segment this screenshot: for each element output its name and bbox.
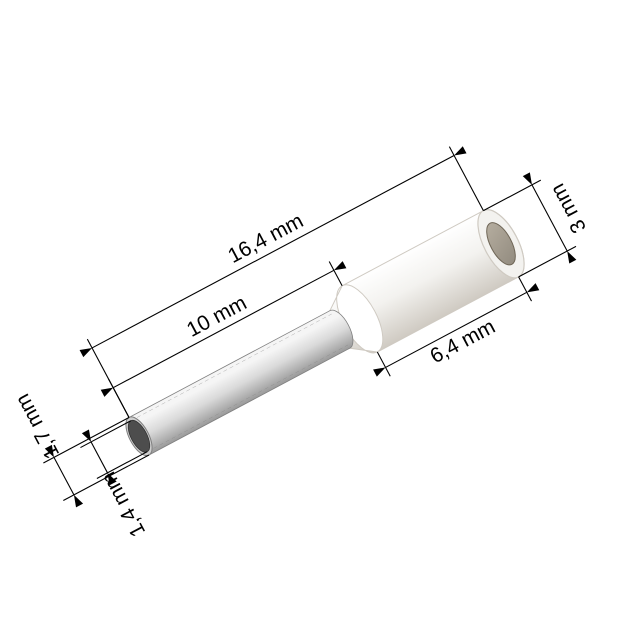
diagram-stage: 16,4 mm10 mm6,4 mm3 mm1,7 mm1,4 mm — [0, 0, 640, 640]
diagram-svg — [0, 0, 640, 640]
